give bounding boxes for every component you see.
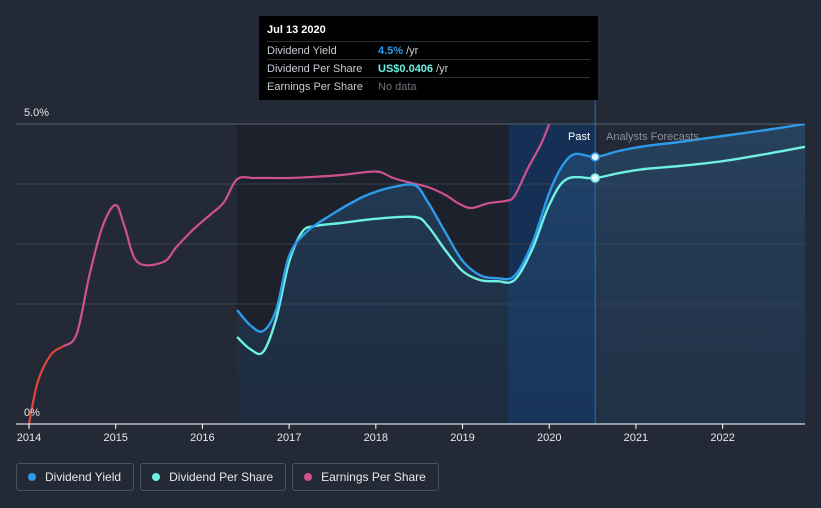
- dividend-yield-marker: [590, 152, 600, 162]
- dividend-per-share-line: [236, 145, 806, 356]
- legend-dot-icon: [304, 473, 313, 481]
- x-tick-label: 2015: [103, 432, 127, 444]
- past-label: Past: [568, 131, 590, 143]
- legend-dot-icon: [152, 473, 161, 481]
- tooltip-label: Earnings Per Share: [267, 80, 363, 93]
- tooltip-row-earnings-per-share: Earnings Per Share No data: [267, 77, 590, 95]
- x-tick-label: 2014: [17, 432, 41, 444]
- y-tick-label-bottom: 0%: [24, 407, 40, 419]
- legend-label: Dividend Yield: [45, 470, 122, 484]
- legend-label: Earnings Per Share: [321, 470, 426, 484]
- legend: Dividend Yield Dividend Per Share Earnin…: [16, 463, 439, 491]
- tooltip-unit: /yr: [436, 62, 449, 75]
- tooltip-date: Jul 13 2020: [267, 24, 326, 36]
- x-tick-label: 2020: [537, 432, 561, 444]
- x-tick-label: 2017: [277, 432, 301, 444]
- legend-label: Dividend Per Share: [169, 470, 274, 484]
- tooltip-label: Dividend Yield: [267, 44, 337, 57]
- dividend-yield-line: [236, 124, 806, 333]
- legend-item-earnings-per-share[interactable]: Earnings Per Share: [292, 463, 439, 491]
- tooltip-row-dividend-yield: Dividend Yield 4.5% /yr: [267, 41, 590, 59]
- x-tick-label: 2016: [190, 432, 214, 444]
- legend-dot-icon: [28, 473, 36, 481]
- forecast-label: Analysts Forecasts: [606, 131, 699, 143]
- dividend-yield-area: [237, 124, 806, 424]
- legend-item-dividend-per-share[interactable]: Dividend Per Share: [140, 463, 287, 491]
- x-tick-label: 2022: [710, 432, 734, 444]
- legend-item-dividend-yield[interactable]: Dividend Yield: [16, 463, 135, 491]
- tooltip-value: 4.5%: [378, 44, 404, 57]
- y-tick-label-top: 5.0%: [24, 107, 49, 119]
- x-tick-label: 2019: [450, 432, 474, 444]
- tooltip: Jul 13 2020 Dividend Yield 4.5% /yr Divi…: [259, 16, 598, 100]
- tooltip-label: Dividend Per Share: [267, 62, 363, 75]
- tooltip-row-dividend-per-share: Dividend Per Share US$0.0406 /yr: [267, 59, 590, 77]
- tooltip-unit: /yr: [406, 44, 419, 57]
- x-tick-label: 2021: [624, 432, 648, 444]
- dividend-per-share-marker: [590, 173, 600, 183]
- tooltip-value: US$0.0406: [378, 62, 434, 75]
- tooltip-value: No data: [378, 80, 417, 93]
- earnings-per-share-line-start: [27, 345, 65, 425]
- x-tick-label: 2018: [364, 432, 388, 444]
- earnings-per-share-line: [62, 124, 551, 347]
